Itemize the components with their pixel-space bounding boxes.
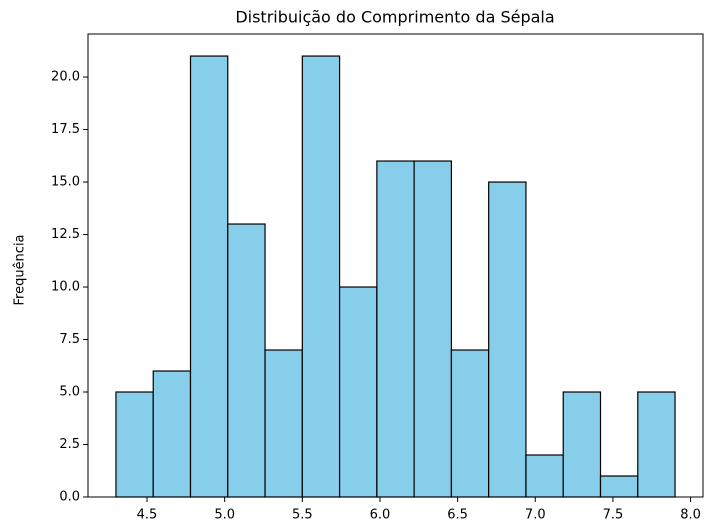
y-axis-label: Frequência [13,234,28,305]
bar [413,160,453,498]
bar [264,349,303,498]
bar [301,55,341,498]
bar [227,223,266,498]
y-tick-label: 7.5 [59,332,80,347]
bar [450,349,490,498]
y-tick-label: 12.5 [51,227,80,242]
x-tick-label: 6.5 [447,508,468,523]
y-tick-label: 5.0 [59,385,80,400]
bar [376,160,415,498]
y-tick-label: 20.0 [51,70,80,85]
x-tick-label: 6.0 [370,508,391,523]
x-tick-label: 5.0 [214,508,235,523]
bar [525,454,564,498]
bar [488,181,527,498]
plot-frame [87,33,704,498]
bar [338,286,378,498]
y-tick-label: 2.5 [59,437,80,452]
y-tick-label: 15.0 [51,175,80,190]
x-tick-label: 4.5 [137,508,158,523]
bar [115,391,154,498]
bar [637,391,676,498]
bar [189,55,229,498]
y-tick-label: 10.0 [51,280,80,295]
y-tick-label: 0.0 [59,490,80,505]
x-tick-label: 8.0 [680,508,701,523]
x-tick-label: 7.5 [603,508,624,523]
bar [599,475,639,498]
chart-title: Distribuição do Comprimento da Sépala [235,8,554,27]
y-tick-label: 17.5 [51,122,80,137]
x-tick-label: 5.5 [292,508,313,523]
bar [562,391,602,498]
bar [152,370,192,498]
x-tick-label: 7.0 [525,508,546,523]
